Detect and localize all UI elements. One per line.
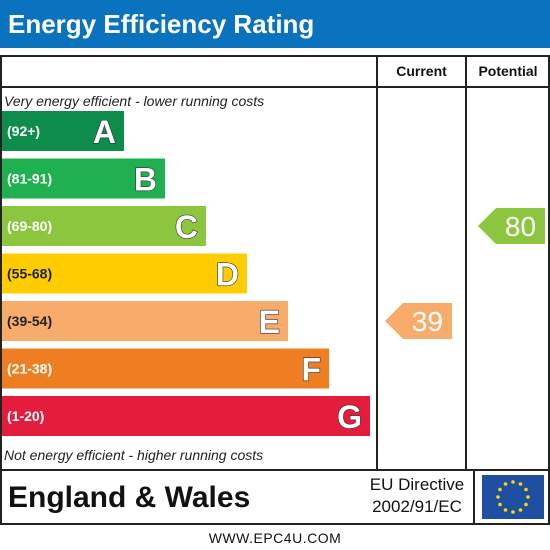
eu-star-icon bbox=[511, 480, 515, 484]
potential-rating-arrow bbox=[478, 208, 545, 244]
chart-frame bbox=[0, 55, 550, 525]
indicators-layer: 39 80 bbox=[385, 208, 545, 339]
current-rating-arrow bbox=[385, 303, 452, 339]
band-bar-a bbox=[2, 111, 124, 151]
eu-star-icon bbox=[496, 495, 500, 499]
band-letter-a: A bbox=[93, 114, 116, 150]
chart-title: Energy Efficiency Rating bbox=[8, 9, 315, 39]
band-range-c: (69-80) bbox=[7, 218, 52, 234]
band-letter-g: G bbox=[337, 399, 362, 435]
band-letter-b: B bbox=[134, 162, 157, 198]
current-column-header: Current bbox=[396, 63, 447, 79]
bottom-note: Not energy efficient - higher running co… bbox=[4, 447, 264, 463]
title-bar: Energy Efficiency Rating bbox=[0, 0, 550, 48]
potential-column-header: Potential bbox=[478, 63, 538, 79]
footer-country: England & Wales bbox=[8, 481, 251, 514]
band-range-d: (55-68) bbox=[7, 266, 52, 282]
band-range-g: (1-20) bbox=[7, 408, 44, 424]
eu-star-icon bbox=[524, 487, 528, 492]
band-bar-d bbox=[2, 253, 247, 294]
band-bar-f bbox=[2, 348, 329, 389]
band-letter-c: C bbox=[175, 209, 198, 245]
eu-flag-icon bbox=[482, 475, 544, 519]
eu-star-icon bbox=[518, 508, 523, 512]
band-bar-e bbox=[2, 301, 288, 341]
band-range-f: (21-38) bbox=[7, 361, 52, 377]
band-range-e: (39-54) bbox=[7, 313, 52, 329]
eu-star-icon bbox=[503, 508, 508, 512]
band-letter-f: F bbox=[301, 352, 321, 388]
eu-star-icon bbox=[503, 482, 508, 486]
eu-star-icon bbox=[498, 487, 502, 492]
eu-star-icon bbox=[524, 502, 528, 507]
band-range-b: (81-91) bbox=[7, 171, 52, 187]
eu-star-icon bbox=[511, 510, 515, 514]
band-letter-e: E bbox=[259, 304, 280, 340]
footer-directive: EU Directive 2002/91/EC bbox=[360, 474, 474, 518]
website-text: WWW.EPC4U.COM bbox=[208, 530, 342, 546]
top-note: Very energy efficient - lower running co… bbox=[4, 93, 265, 109]
band-bar-b bbox=[2, 158, 165, 199]
band-bar-c bbox=[2, 206, 206, 246]
band-range-a: (92+) bbox=[7, 123, 40, 139]
eu-star-icon bbox=[518, 482, 523, 486]
potential-rating-value: 80 bbox=[505, 211, 536, 242]
band-bar-g bbox=[2, 396, 370, 436]
band-letter-d: D bbox=[216, 257, 239, 293]
eu-star-icon bbox=[526, 495, 530, 499]
bands-layer: (92+) A (81-91) B (69-80) C (55-68) D (39-54) E (2… bbox=[2, 111, 370, 436]
eu-star-icon bbox=[498, 502, 502, 507]
current-rating-value: 39 bbox=[412, 306, 443, 337]
directive-line-2: 2002/91/EC bbox=[372, 497, 462, 516]
directive-line-1: EU Directive bbox=[369, 475, 465, 494]
